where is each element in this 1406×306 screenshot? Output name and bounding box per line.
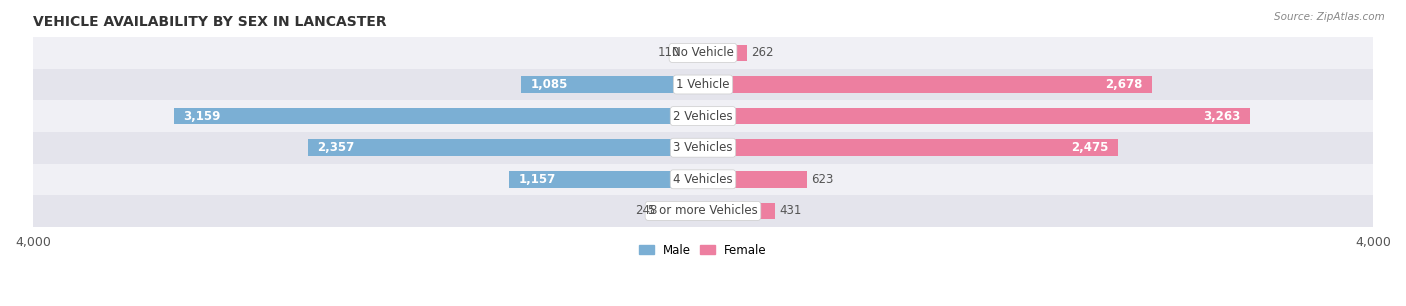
Bar [32,37,1374,69]
Text: 1,085: 1,085 [530,78,568,91]
Text: No Vehicle: No Vehicle [672,47,734,59]
Text: 623: 623 [811,173,834,186]
Legend: Male, Female: Male, Female [634,238,772,263]
Text: 431: 431 [779,204,801,217]
Text: 3,263: 3,263 [1204,110,1240,123]
Bar [32,132,1374,163]
Bar [32,100,1374,132]
Text: 2,357: 2,357 [318,141,354,154]
Bar [32,195,1374,227]
Text: 110: 110 [658,47,681,59]
Bar [509,171,703,188]
Bar [703,45,747,61]
Text: 2,475: 2,475 [1071,141,1108,154]
Bar [308,140,703,156]
Text: 5 or more Vehicles: 5 or more Vehicles [648,204,758,217]
Bar [32,163,1374,195]
Text: 1,157: 1,157 [519,173,555,186]
Bar [703,108,1250,124]
Bar [703,203,775,219]
Text: 3 Vehicles: 3 Vehicles [673,141,733,154]
Bar [661,203,703,219]
Text: 2 Vehicles: 2 Vehicles [673,110,733,123]
Bar [703,171,807,188]
Text: 248: 248 [636,204,657,217]
Text: VEHICLE AVAILABILITY BY SEX IN LANCASTER: VEHICLE AVAILABILITY BY SEX IN LANCASTER [32,15,387,29]
Bar [32,69,1374,100]
Text: 1 Vehicle: 1 Vehicle [676,78,730,91]
Bar [703,76,1152,93]
Text: 2,678: 2,678 [1105,78,1143,91]
Text: Source: ZipAtlas.com: Source: ZipAtlas.com [1274,12,1385,22]
Text: 262: 262 [751,47,773,59]
Bar [174,108,703,124]
Bar [703,140,1118,156]
Bar [685,45,703,61]
Bar [522,76,703,93]
Text: 4 Vehicles: 4 Vehicles [673,173,733,186]
Text: 3,159: 3,159 [183,110,221,123]
